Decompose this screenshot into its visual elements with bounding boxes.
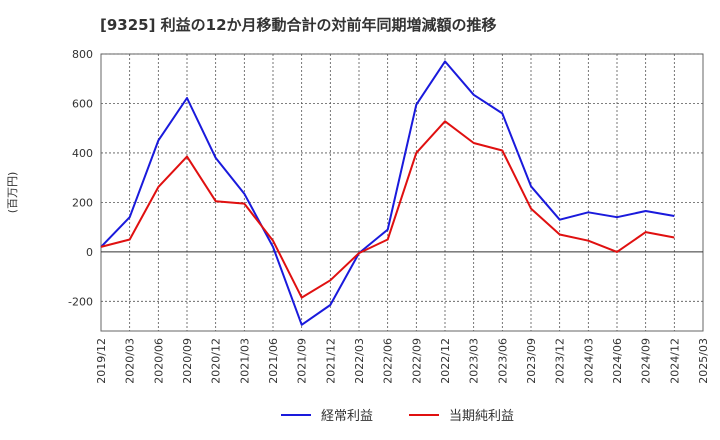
y-tick-label: 400: [72, 147, 93, 160]
series-layer: [100, 60, 675, 326]
x-tick-label: 2024/12: [668, 338, 681, 384]
x-tick-label: 2022/09: [410, 338, 423, 384]
legend-label-0: 経常利益: [321, 409, 373, 424]
x-tick-label: 2021/09: [296, 338, 309, 384]
series-line-1: [100, 120, 675, 299]
grid-layer: [100, 53, 704, 332]
y-tick-label: -200: [68, 295, 93, 308]
x-tick-label: 2022/12: [439, 338, 452, 384]
x-tick-label: 2020/12: [210, 338, 223, 384]
legend-label-1: 当期純利益: [449, 409, 514, 424]
y-axis-label: (百万円): [6, 172, 19, 214]
x-tick-label: 2024/03: [582, 338, 595, 384]
x-tick-label: 2021/03: [238, 338, 251, 384]
x-tick-label: 2020/03: [124, 338, 137, 384]
x-tick-label: 2022/03: [353, 338, 366, 384]
x-tick-label: 2023/09: [525, 338, 538, 384]
axis-layer: 2019/12 2020/03 2020/06 2020/09 2020/12 2021/…: [6, 48, 710, 384]
x-tick-label: 2020/06: [152, 338, 165, 384]
y-tick-label: 800: [72, 48, 93, 61]
plot-frame: [100, 53, 704, 332]
x-tick-label: 2020/09: [181, 338, 194, 384]
x-tick-label: 2021/06: [267, 338, 280, 384]
x-tick-label: 2019/12: [95, 338, 108, 384]
y-tick-label: 600: [72, 97, 93, 110]
y-tick-label: 200: [72, 196, 93, 209]
x-tick-label: 2021/12: [324, 338, 337, 384]
legend-layer: 経常利益 当期純利益: [281, 409, 514, 424]
series-line-0: [100, 60, 675, 326]
chart-title: [9325] 利益の12か月移動合計の対前年同期増減額の推移: [100, 16, 497, 34]
x-tick-label: 2023/06: [496, 338, 509, 384]
x-tick-label: 2025/03: [697, 338, 710, 384]
y-tick-label: 0: [86, 246, 93, 259]
x-tick-label: 2022/06: [382, 338, 395, 384]
x-tick-label: 2024/06: [611, 338, 624, 384]
x-tick-label: 2023/03: [468, 338, 481, 384]
x-tick-label: 2023/12: [554, 338, 567, 384]
x-tick-label: 2024/09: [640, 338, 653, 384]
